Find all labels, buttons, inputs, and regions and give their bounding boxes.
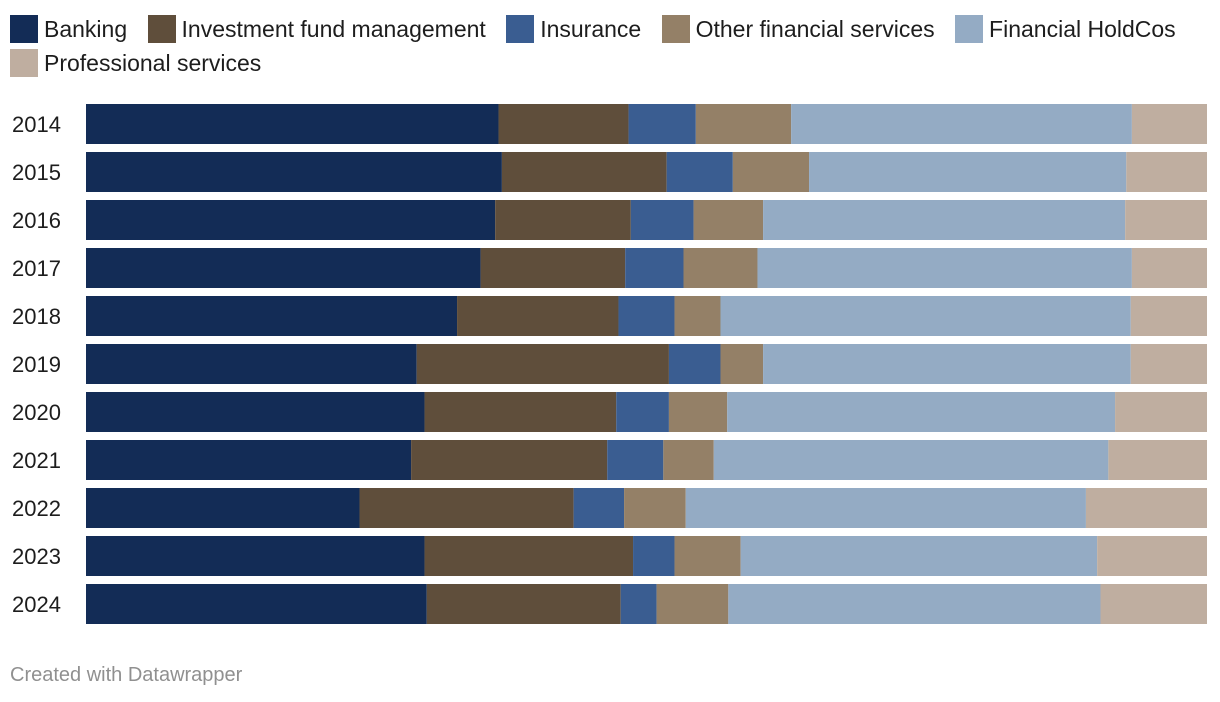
legend-swatch xyxy=(661,15,690,43)
bar-segment xyxy=(86,200,496,240)
bar-segment xyxy=(1100,584,1207,624)
bar-segment xyxy=(86,344,417,384)
y-tick-label: 2014 xyxy=(12,112,61,137)
bar-segment xyxy=(86,392,425,432)
legend-label: Professional services xyxy=(44,50,262,76)
bar-segment xyxy=(720,296,1131,336)
bar-segment xyxy=(628,104,696,144)
bar-segment xyxy=(625,248,684,288)
bar-segment xyxy=(86,296,458,336)
bar-segment xyxy=(495,200,631,240)
bar-segment xyxy=(1108,440,1207,480)
bar-segment xyxy=(732,152,810,192)
legend-swatch xyxy=(506,15,535,43)
bar-segment xyxy=(86,440,412,480)
bar-segment xyxy=(1126,152,1207,192)
bar-segment xyxy=(683,248,758,288)
bar-segment xyxy=(607,440,664,480)
y-tick-label: 2021 xyxy=(12,448,61,473)
bar-segment xyxy=(411,440,608,480)
bar-segment xyxy=(633,536,675,576)
legend-swatch xyxy=(10,49,38,77)
footer-credit: Created with Datawrapper xyxy=(10,664,243,686)
bar-segment xyxy=(498,104,629,144)
bar-segment xyxy=(457,296,619,336)
bar-segment xyxy=(685,488,1086,528)
bar-segment xyxy=(424,536,634,576)
bar-segment xyxy=(727,392,1116,432)
legend-swatch xyxy=(955,15,984,43)
legend-item: Investment fund management xyxy=(147,15,486,43)
bar-segment xyxy=(668,392,728,432)
bar-segment xyxy=(695,104,792,144)
bar-segment xyxy=(728,584,1101,624)
bar-segment xyxy=(416,344,669,384)
bar-segment xyxy=(620,584,657,624)
bar-segment xyxy=(809,152,1127,192)
bar-segment xyxy=(1130,344,1207,384)
bar-segment xyxy=(668,344,721,384)
bar-segment xyxy=(1131,104,1207,144)
bar-segment xyxy=(656,584,729,624)
bar-segment xyxy=(763,344,1131,384)
bar-segment xyxy=(359,488,574,528)
legend-label: Investment fund management xyxy=(181,16,486,42)
bar-segment xyxy=(791,104,1132,144)
bar-segment xyxy=(674,296,721,336)
y-tick-label: 2019 xyxy=(12,352,61,377)
bar-segment xyxy=(1115,392,1207,432)
bar-segment xyxy=(693,200,764,240)
legend-swatch xyxy=(147,15,176,43)
legend-label: Insurance xyxy=(540,16,642,42)
bar-segment xyxy=(86,584,427,624)
bar-segment xyxy=(674,536,741,576)
bar-segment xyxy=(757,248,1132,288)
legend-item: Professional services xyxy=(10,49,262,77)
bar-segment xyxy=(740,536,1098,576)
y-tick-label: 2022 xyxy=(12,496,61,521)
bar-segment xyxy=(86,536,425,576)
legend-label: Financial HoldCos xyxy=(989,16,1176,42)
bar-segment xyxy=(86,104,499,144)
bar-segment xyxy=(86,488,360,528)
bar-segment xyxy=(1085,488,1207,528)
bar-segment xyxy=(1125,200,1207,240)
bar-segment xyxy=(86,152,502,192)
bar-segment xyxy=(573,488,625,528)
bar-segment xyxy=(630,200,694,240)
bar-segment xyxy=(1097,536,1207,576)
bar-segment xyxy=(763,200,1126,240)
bar-segment xyxy=(720,344,764,384)
y-tick-label: 2020 xyxy=(12,400,61,425)
legend-swatch xyxy=(10,15,38,43)
bar-segment xyxy=(663,440,714,480)
bar-segment xyxy=(480,248,626,288)
legend-item: Financial HoldCos xyxy=(955,15,1176,43)
legend-item: Insurance xyxy=(506,15,642,43)
y-tick-label: 2016 xyxy=(12,208,61,233)
y-tick-label: 2017 xyxy=(12,256,61,281)
legend: Banking Investment fund management Insur… xyxy=(10,12,1210,80)
legend-label: Banking xyxy=(44,16,128,42)
legend-item: Other financial services xyxy=(661,15,935,43)
bar-segment xyxy=(666,152,733,192)
bar-segment xyxy=(618,296,675,336)
bar-segment xyxy=(713,440,1109,480)
legend-item: Banking xyxy=(10,15,128,43)
bar-segment xyxy=(1131,248,1207,288)
bar-segment xyxy=(424,392,617,432)
y-tick-label: 2018 xyxy=(12,304,61,329)
y-tick-label: 2015 xyxy=(12,160,61,185)
bar-segment xyxy=(616,392,669,432)
bar-segment xyxy=(1130,296,1207,336)
bar-segment xyxy=(86,248,481,288)
bar-segment xyxy=(501,152,667,192)
bar-segment xyxy=(624,488,686,528)
bar-segment xyxy=(426,584,621,624)
y-tick-label: 2023 xyxy=(12,544,61,569)
y-tick-label: 2024 xyxy=(12,592,61,617)
legend-label: Other financial services xyxy=(695,16,935,42)
